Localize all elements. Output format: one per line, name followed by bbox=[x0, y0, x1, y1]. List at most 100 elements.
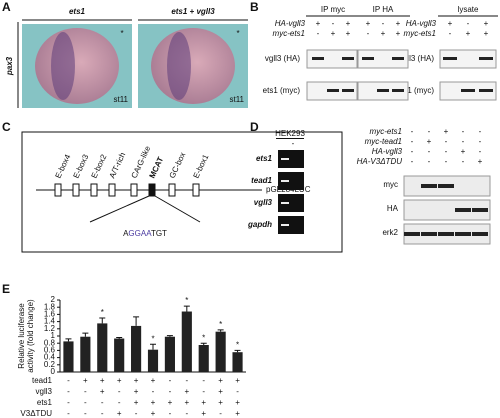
bar bbox=[63, 341, 74, 372]
panel-label: C bbox=[2, 120, 11, 134]
bar bbox=[215, 331, 226, 372]
sign: - bbox=[169, 387, 172, 396]
pax3-stain bbox=[167, 32, 191, 100]
error-bar bbox=[133, 316, 140, 326]
sign: + bbox=[184, 398, 189, 407]
sign: - bbox=[169, 376, 172, 385]
sign: - bbox=[152, 387, 155, 396]
bar bbox=[97, 323, 108, 372]
sign: - bbox=[367, 29, 370, 38]
band bbox=[455, 208, 471, 212]
condition-label: tead1 bbox=[32, 376, 53, 385]
y-tick-label: 0 bbox=[51, 367, 56, 376]
error-bar bbox=[65, 338, 72, 342]
sign: + bbox=[461, 147, 466, 156]
sign: - bbox=[317, 29, 320, 38]
error-bar bbox=[217, 329, 224, 332]
sign: - bbox=[428, 157, 431, 166]
sign: - bbox=[101, 398, 104, 407]
bar bbox=[114, 338, 125, 372]
sign: + bbox=[134, 376, 139, 385]
sign: + bbox=[100, 387, 105, 396]
error-bar bbox=[200, 342, 207, 345]
band bbox=[327, 89, 339, 92]
panel-label: D bbox=[250, 120, 259, 134]
stage-label: st11 bbox=[229, 95, 244, 104]
gel-band bbox=[281, 158, 289, 160]
y-axis-label: Relative luciferase bbox=[17, 303, 26, 369]
band bbox=[392, 57, 404, 60]
y-tick-label: 2 bbox=[51, 295, 56, 304]
condition-label: vgll3 bbox=[36, 387, 53, 396]
sign: - bbox=[428, 147, 431, 156]
sign: - bbox=[185, 376, 188, 385]
gel-band bbox=[281, 202, 289, 204]
bar bbox=[164, 336, 175, 372]
sign: - bbox=[67, 376, 70, 385]
sign: - bbox=[462, 127, 465, 136]
blot bbox=[403, 199, 491, 221]
blot-label: myc bbox=[383, 180, 398, 189]
row-label: pax3 bbox=[5, 56, 14, 76]
sign: - bbox=[462, 157, 465, 166]
sign: + bbox=[218, 376, 223, 385]
element-box bbox=[130, 183, 138, 197]
y-tick-label: 0.6 bbox=[44, 346, 56, 355]
sign: - bbox=[411, 127, 414, 136]
sign: + bbox=[117, 376, 122, 385]
sign: - bbox=[101, 409, 104, 418]
element-label: GC-box bbox=[168, 151, 188, 180]
condition-label: myc-ets1 bbox=[370, 127, 402, 136]
y-tick-label: 0.8 bbox=[44, 338, 56, 347]
y-tick-label: 1.2 bbox=[44, 324, 56, 333]
bar bbox=[181, 311, 192, 372]
sign: + bbox=[346, 29, 351, 38]
sign: + bbox=[83, 376, 88, 385]
band bbox=[362, 57, 374, 60]
element-label: E-box3 bbox=[72, 152, 91, 179]
gel-band bbox=[281, 224, 289, 226]
band bbox=[479, 89, 493, 92]
lane-label: - bbox=[292, 139, 295, 148]
sign: + bbox=[201, 409, 206, 418]
sign: + bbox=[134, 398, 139, 407]
sign: - bbox=[202, 387, 205, 396]
frame bbox=[21, 131, 343, 253]
sign: - bbox=[449, 29, 452, 38]
condition-label: V3ΔTDU bbox=[20, 409, 52, 418]
element-box bbox=[168, 183, 176, 197]
element-box bbox=[54, 183, 62, 197]
element-label: A/T-rich bbox=[108, 151, 128, 180]
bar bbox=[232, 352, 243, 372]
band bbox=[461, 89, 475, 92]
sign: + bbox=[478, 157, 483, 166]
element-box bbox=[90, 183, 98, 197]
sign: - bbox=[445, 147, 448, 156]
sign: + bbox=[448, 19, 453, 28]
band bbox=[479, 57, 493, 60]
sign: + bbox=[134, 387, 139, 396]
blot bbox=[357, 49, 409, 69]
sign: - bbox=[169, 409, 172, 418]
band bbox=[392, 89, 404, 92]
blot-label: vgll3 (HA) bbox=[265, 54, 300, 63]
element-box bbox=[72, 183, 80, 197]
sign: + bbox=[396, 29, 401, 38]
sign: + bbox=[100, 376, 105, 385]
sign: - bbox=[118, 387, 121, 396]
pax3-stain bbox=[51, 32, 75, 100]
sign: + bbox=[427, 137, 432, 146]
error-bar bbox=[99, 317, 106, 324]
gene-label: ets1 bbox=[256, 154, 273, 163]
element-label: E-box1 bbox=[192, 152, 211, 179]
blot-label: ets1 (myc) bbox=[397, 86, 435, 95]
sign: - bbox=[67, 409, 70, 418]
condition-label: myc-tead1 bbox=[365, 137, 402, 146]
cell-line: HEK293 bbox=[275, 129, 305, 138]
sign: - bbox=[479, 127, 482, 136]
sequence-part: TGT bbox=[151, 229, 167, 238]
error-bar bbox=[183, 305, 190, 312]
asterisk: * bbox=[236, 29, 239, 38]
sign: + bbox=[168, 398, 173, 407]
error-bar bbox=[82, 332, 89, 337]
